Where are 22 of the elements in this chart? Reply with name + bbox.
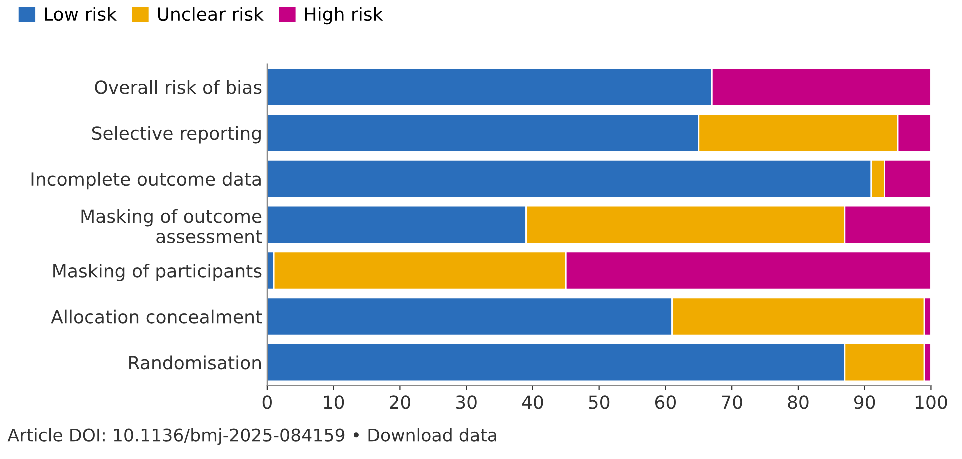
- y-tick-label: Randomisation: [130, 356, 262, 370]
- y-tick-label: Incomplete outcome data: [32, 172, 261, 190]
- y-tick-label: Masking of outcome assessment: [82, 209, 262, 244]
- y-tick-label: Selective reporting: [92, 126, 261, 144]
- legend-label: Low risk: [45, 7, 117, 22]
- legend-label: High risk: [306, 7, 384, 25]
- x-tick-label: 50: [589, 396, 610, 410]
- y-tick-label: Masking of participants: [54, 264, 262, 282]
- y-tick-label: Allocation concealment: [51, 310, 262, 324]
- x-tick-label: 70: [722, 396, 742, 410]
- x-tick-label: 80: [788, 396, 809, 410]
- x-tick-label: 40: [522, 396, 544, 410]
- x-tick-label: 100: [916, 396, 948, 410]
- x-tick-label: 0: [262, 396, 272, 410]
- x-tick-label: 20: [390, 396, 410, 410]
- text: Article DOI: 10.1136/bmj-2025-084159 • Download data: [8, 428, 496, 446]
- legend-label: Unclear risk: [158, 7, 264, 22]
- y-tick-label: Overall risk of bias: [95, 80, 262, 94]
- x-tick-label: 10: [324, 396, 344, 410]
- x-tick-label: 90: [854, 396, 876, 410]
- x-tick-label: 60: [655, 396, 676, 410]
- x-tick-label: 30: [456, 396, 477, 410]
